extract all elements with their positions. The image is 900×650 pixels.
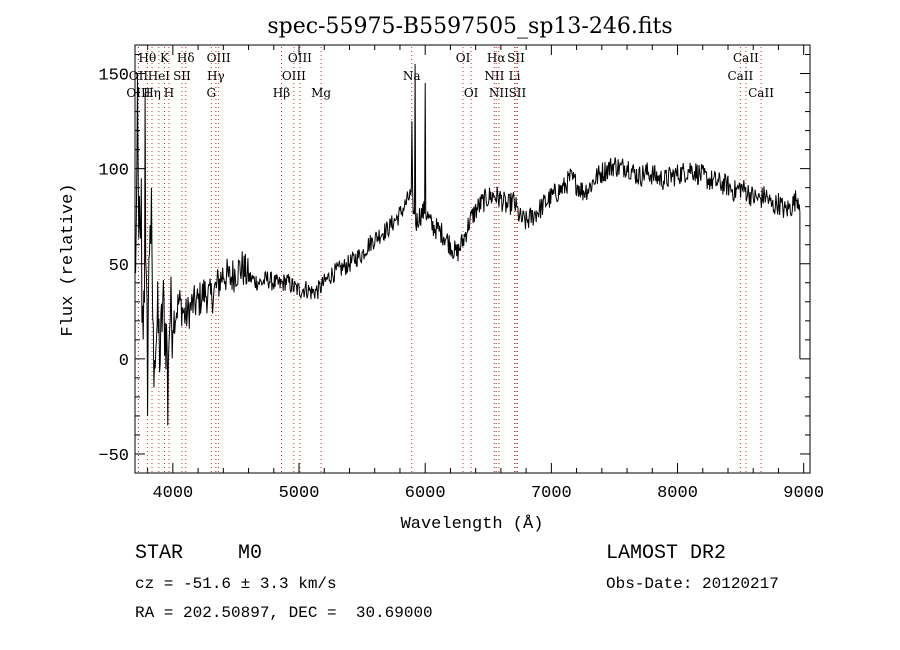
x-tick-label: 8000 (657, 484, 698, 503)
y-tick-label: −50 (98, 447, 129, 466)
y-tick-label: 150 (98, 67, 129, 86)
observation-date: Obs-Date: 20120217 (606, 575, 779, 593)
chart-title: spec-55975-B5597505_sp13-246.fits (267, 14, 672, 39)
spectral-line-label: CaII (748, 86, 774, 100)
y-tick-label: 0 (119, 352, 129, 371)
spectral-line-label: Hγ (207, 69, 225, 83)
spectral-line-label: Hα (487, 51, 506, 65)
series-group (134, 63, 801, 426)
spectral-line-label: NII (484, 69, 504, 83)
x-tick-label: 4000 (152, 484, 193, 503)
x-tick-label: 6000 (405, 484, 446, 503)
redshift-velocity: cz = -51.6 ± 3.3 km/s (135, 575, 337, 593)
y-tick-label: 50 (109, 257, 129, 276)
y-tick-label: 100 (98, 162, 129, 181)
spectral-line-label: Li (509, 69, 521, 83)
spectral-line-label: Hβ (273, 86, 290, 100)
y-axis-label: Flux (relative) (59, 183, 78, 336)
x-tick-label: 5000 (279, 484, 320, 503)
spectral-line-label: OI (456, 51, 471, 65)
x-axis-label: Wavelength (Å) (401, 515, 544, 534)
object-subclass: M0 (238, 542, 263, 565)
spectrum-line (134, 63, 801, 426)
spectral-line-label: Hδ (177, 51, 195, 65)
spectral-line-label: G (207, 86, 217, 100)
spectral-line-label: SII (507, 51, 525, 65)
axis-ticks: 4000 5000 6000 7000 8000 9000 −50 0 50 100 150 (98, 45, 824, 503)
spectral-line-label: NII (489, 86, 509, 100)
spectral-line-label: OIII (288, 51, 312, 65)
object-class: STAR (135, 542, 184, 565)
spectral-line-label: Mg (311, 86, 331, 100)
spectral-line-label: SII (173, 69, 191, 83)
spectral-line-label: HeI (148, 69, 171, 83)
survey-name: LAMOST DR2 (606, 542, 727, 565)
x-tick-label: 9000 (783, 484, 824, 503)
x-tick-label: 7000 (531, 484, 572, 503)
spectral-line-label: K (160, 51, 170, 65)
spectral-line-label: OIII (282, 69, 306, 83)
spectral-line-label: Hη (143, 86, 161, 100)
plot-axes (134, 44, 811, 474)
spectral-line-label: OI (464, 86, 479, 100)
spectral-line-label: CaII (727, 69, 753, 83)
spectral-line-label: SII (509, 86, 527, 100)
spectral-line-label: OIII (207, 51, 231, 65)
plot-frame (134, 44, 811, 474)
spectral-line-label: H (164, 86, 174, 100)
coordinates: RA = 202.50897, DEC = 30.69000 (135, 604, 433, 622)
spectral-line-label: Hθ (139, 51, 157, 65)
spectral-line-label: Na (403, 69, 421, 83)
spectral-line-label: CaII (733, 51, 759, 65)
